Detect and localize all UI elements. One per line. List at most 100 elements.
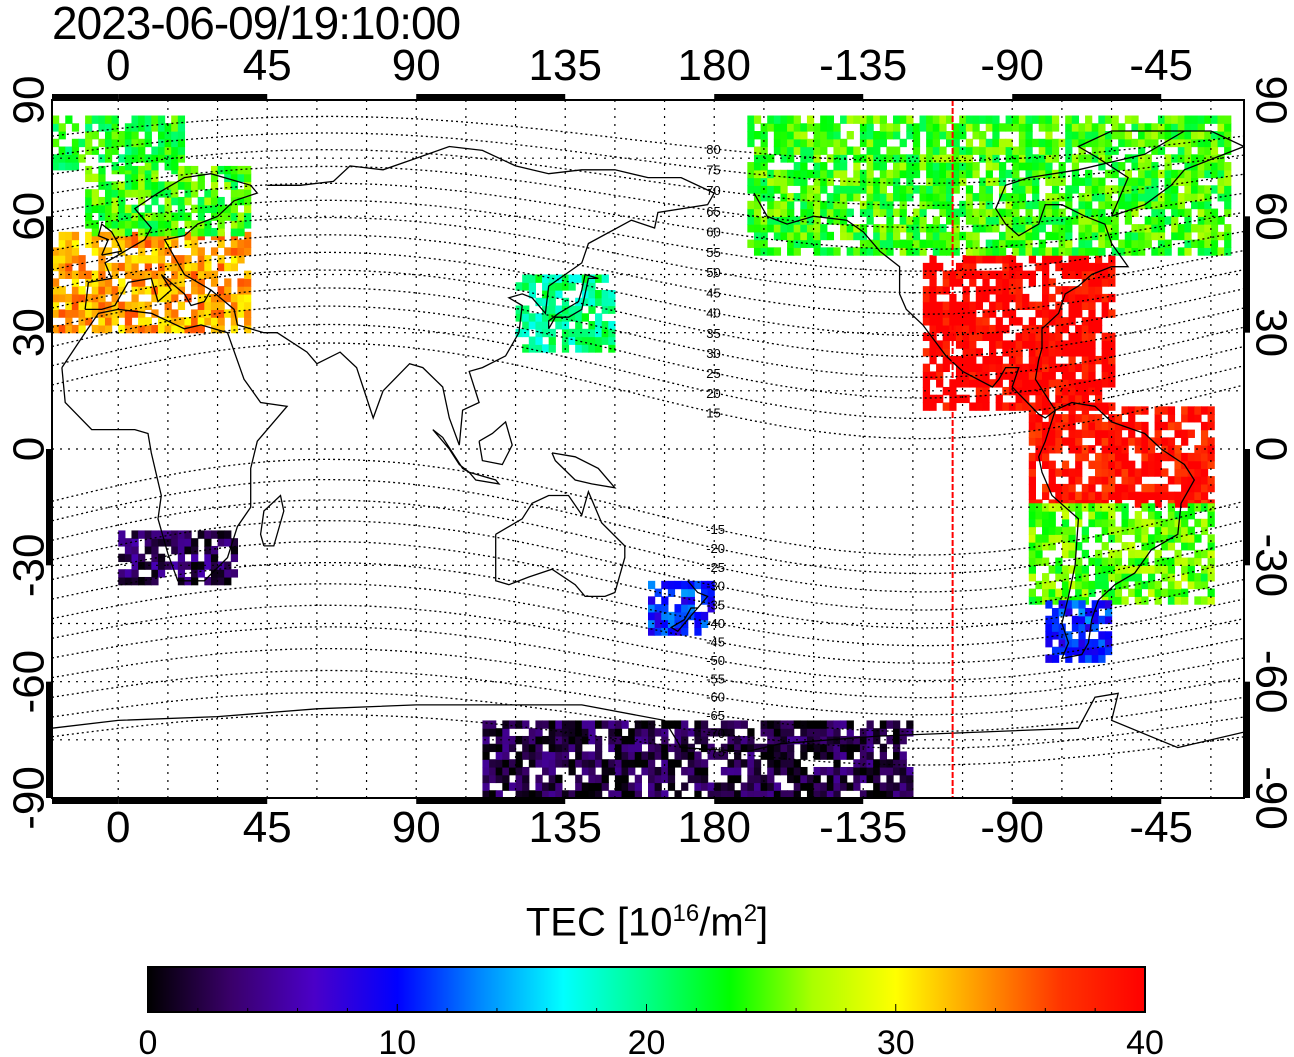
coastline-7 <box>1038 401 1196 660</box>
lon-tick-label-top: -90 <box>980 41 1044 90</box>
mag-contour-label: 25 <box>706 366 720 381</box>
tec-region-4 <box>118 530 239 586</box>
lat-tick-label-right: -60 <box>1246 650 1294 714</box>
lon-tick-label-bottom: 0 <box>106 803 130 852</box>
lon-tick-label-bottom: 135 <box>529 803 602 852</box>
colorbar-tick-label: 0 <box>139 1024 158 1057</box>
mag-contour--70 <box>52 691 1244 749</box>
tec-region-11 <box>482 720 914 798</box>
mag-contour--65 <box>52 669 1244 733</box>
mag-contour-label: 20 <box>706 386 720 401</box>
colorbar: 0 10 20 30 40 <box>139 966 1164 1057</box>
coastline-2 <box>210 145 716 446</box>
tec-region-8 <box>1045 600 1113 663</box>
mag-contour-70 <box>52 149 1244 207</box>
mag-contour--35 <box>52 540 1244 629</box>
lat-tick-label-left: -60 <box>5 650 54 714</box>
mag-contour-label: 80 <box>706 142 720 157</box>
mag-contour-45 <box>52 234 1244 315</box>
colorbar-label: TEC [1016/m2] <box>525 900 769 945</box>
coastline-4 <box>495 489 626 598</box>
mag-contour-label: -55 <box>706 671 725 686</box>
lon-tick-label-top: 90 <box>392 41 441 90</box>
coastline-0 <box>61 308 289 582</box>
lon-tick-label-bottom: -45 <box>1129 803 1193 852</box>
lat-tick-label-right: 90 <box>1246 76 1294 125</box>
mag-contour--60 <box>52 647 1244 716</box>
mag-contour-label: -45 <box>706 635 725 650</box>
mag-contour--30 <box>52 520 1244 611</box>
lat-tick-label-left: 90 <box>5 76 54 125</box>
lon-tick-label-bottom: -90 <box>980 803 1044 852</box>
mag-contour-label: -70 <box>706 726 725 741</box>
mag-contour-label: -60 <box>706 690 725 705</box>
mag-contour--15 <box>52 458 1244 556</box>
mag-contour-label: 70 <box>706 183 720 198</box>
coastline-11 <box>478 420 513 466</box>
mag-contour--50 <box>52 604 1244 682</box>
lat-tick-label-right: 60 <box>1246 192 1294 241</box>
colorbar-tick-label: 10 <box>378 1024 416 1057</box>
mag-contour-label: 30 <box>706 346 720 361</box>
map-frame <box>46 94 1250 804</box>
mag-contour--40 <box>52 561 1244 647</box>
lon-tick-label-top: -45 <box>1129 41 1193 90</box>
mag-contour-15 <box>52 342 1244 440</box>
coastline-13 <box>468 471 501 485</box>
lat-tick-label-left: -30 <box>5 534 54 598</box>
mag-contour-label: -40 <box>706 616 725 631</box>
mag-contour-65 <box>52 165 1244 229</box>
coastline-10 <box>259 494 285 547</box>
mag-contour-label: -15 <box>706 522 725 537</box>
coastline-3 <box>548 273 599 330</box>
coastline-1 <box>84 173 259 311</box>
lon-tick-label-bottom: 45 <box>243 803 292 852</box>
lat-tick-label-right: 0 <box>1246 437 1294 461</box>
timestamp-title: 2023-06-09/19:10:00 <box>52 0 461 49</box>
mag-contour-label: 35 <box>706 326 720 341</box>
lon-tick-label-top: 135 <box>529 41 602 90</box>
mag-contour-label: 50 <box>706 265 720 280</box>
grid-lines <box>52 100 1244 798</box>
mag-contour-80 <box>52 115 1244 162</box>
mag-contour--55 <box>52 626 1244 699</box>
lat-tick-label-right: 30 <box>1246 308 1294 357</box>
tec-data-layer <box>52 115 1232 798</box>
mag-contour-label: 75 <box>706 163 720 178</box>
lat-tick-label-left: 60 <box>5 192 54 241</box>
tec-region-10 <box>648 580 715 636</box>
magnetic-latitude-contours: 80 75 70 65 60 55 50 45 40 35 30 25 20 15 -15 -20 -25 -30… <box>52 100 1244 798</box>
mag-contour-label: 40 <box>706 306 720 321</box>
mag-contour-label: -20 <box>706 541 725 556</box>
mag-contour-label: -35 <box>706 597 725 612</box>
mag-contour--20 <box>52 478 1244 575</box>
lon-tick-label-top: 45 <box>243 41 292 90</box>
mag-contour-label: 65 <box>706 204 720 219</box>
tec-region-1 <box>85 165 252 237</box>
lon-tick-label-bottom: 180 <box>678 803 751 852</box>
lat-tick-label-left: -90 <box>5 766 54 830</box>
lat-tick-label-right: -90 <box>1246 766 1294 830</box>
lon-tick-label-top: -135 <box>819 41 907 90</box>
mag-contour-label: 55 <box>706 245 720 260</box>
mag-contour-55 <box>52 199 1244 272</box>
mag-contour-30 <box>52 287 1244 378</box>
mag-contour-label: -50 <box>706 653 725 668</box>
coastline-8 <box>1077 130 1244 217</box>
mag-contour-25 <box>52 305 1244 399</box>
lat-tick-label-left: 30 <box>5 308 54 357</box>
lon-tick-label-top: 180 <box>678 41 751 90</box>
mag-contour-label: -30 <box>706 579 725 594</box>
lat-tick-label-left: 0 <box>5 437 54 461</box>
mag-contour-label: 60 <box>706 224 720 239</box>
border-checker <box>46 94 1250 804</box>
mag-contour-20 <box>52 323 1244 420</box>
mag-contour--45 <box>52 583 1244 664</box>
mag-contour-50 <box>52 216 1244 294</box>
mag-contour-label: 45 <box>706 286 720 301</box>
mag-contour-40 <box>52 251 1244 337</box>
mag-contour-60 <box>52 182 1244 251</box>
colorbar-tick-label: 20 <box>628 1024 666 1057</box>
mag-contour-label: -25 <box>706 560 725 575</box>
